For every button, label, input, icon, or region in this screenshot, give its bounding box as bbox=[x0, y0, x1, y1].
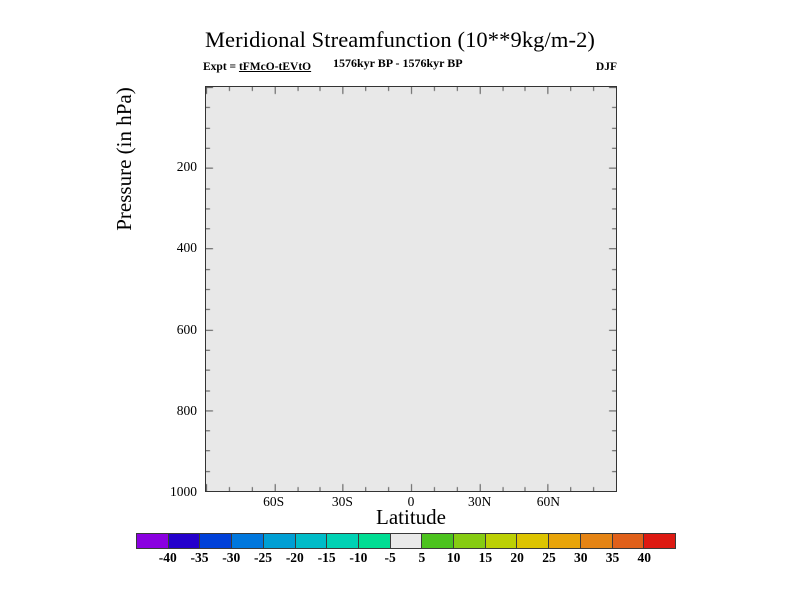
y-axis-title: Pressure (in hPa) bbox=[112, 87, 136, 231]
colorbar-segment bbox=[168, 534, 201, 548]
colorbar-tick-label: 20 bbox=[510, 550, 524, 565]
colorbar-tick-label: 25 bbox=[542, 550, 556, 565]
colorbar-tick-label: -40 bbox=[158, 550, 177, 565]
colorbar-tick-label: 5 bbox=[418, 550, 426, 565]
plot-area[interactable] bbox=[205, 86, 617, 492]
colorbar-segment bbox=[454, 534, 486, 548]
colorbar-segment bbox=[644, 534, 675, 548]
experiment-prefix: Expt = bbox=[203, 61, 239, 73]
y-tick-label: 600 bbox=[176, 321, 197, 337]
colorbar-segment bbox=[327, 534, 359, 548]
season-label: DJF bbox=[595, 61, 617, 73]
colorbar-segment bbox=[580, 534, 613, 548]
colorbar-tick-label: 35 bbox=[605, 550, 620, 565]
plot-ticks-canvas bbox=[206, 87, 616, 491]
colorbar-segments bbox=[136, 533, 676, 549]
colorbar-tick-label: -5 bbox=[384, 550, 396, 565]
y-tick-label: 800 bbox=[176, 402, 197, 418]
period-label: 1576kyr BP - 1576kyr BP bbox=[333, 56, 463, 70]
colorbar-tick-label: -25 bbox=[254, 550, 273, 565]
colorbar-tick-label: 40 bbox=[637, 550, 651, 565]
colorbar-segment bbox=[232, 534, 264, 548]
colorbar-tick-labels: -40 -35 -30 -25 -20 -15 -10 -5 5 10 15 20 25 30 35 40 bbox=[136, 550, 676, 568]
colorbar-segment bbox=[612, 534, 645, 548]
colorbar bbox=[136, 533, 676, 549]
colorbar-segment bbox=[549, 534, 581, 548]
colorbar-tick-label: 15 bbox=[478, 550, 493, 565]
colorbar-tick-label: 10 bbox=[446, 550, 461, 565]
colorbar-segment bbox=[390, 534, 423, 548]
colorbar-segment bbox=[517, 534, 550, 548]
colorbar-segment bbox=[263, 534, 296, 548]
colorbar-tick-label: -30 bbox=[222, 550, 241, 565]
colorbar-segment bbox=[422, 534, 455, 548]
x-axis-title: Latitude bbox=[376, 505, 446, 529]
colorbar-segment bbox=[137, 534, 169, 548]
chart-title: Meridional Streamfunction (10**9kg/m-2) bbox=[204, 27, 596, 52]
colorbar-segment bbox=[358, 534, 391, 548]
colorbar-tick-label: 30 bbox=[573, 550, 588, 565]
chart-subtitle: Expt = tFMcO-tEVtO 1576kyr BP - 1576kyr … bbox=[203, 56, 617, 78]
colorbar-tick-label: -15 bbox=[317, 550, 336, 565]
colorbar-segment bbox=[295, 534, 328, 548]
y-tick-label: 1000 bbox=[170, 484, 197, 499]
colorbar-segment bbox=[485, 534, 518, 548]
experiment-name: tFMcO-tEVtO bbox=[238, 61, 312, 73]
y-tick-label: 400 bbox=[176, 240, 197, 256]
colorbar-segment bbox=[200, 534, 233, 548]
colorbar-tick-label: -20 bbox=[285, 550, 304, 565]
experiment-label: Expt = tFMcO-tEVtO bbox=[203, 61, 311, 73]
colorbar-tick-label: -10 bbox=[349, 550, 368, 565]
y-tick-label: 200 bbox=[176, 159, 197, 175]
colorbar-tick-label: -35 bbox=[190, 550, 209, 565]
